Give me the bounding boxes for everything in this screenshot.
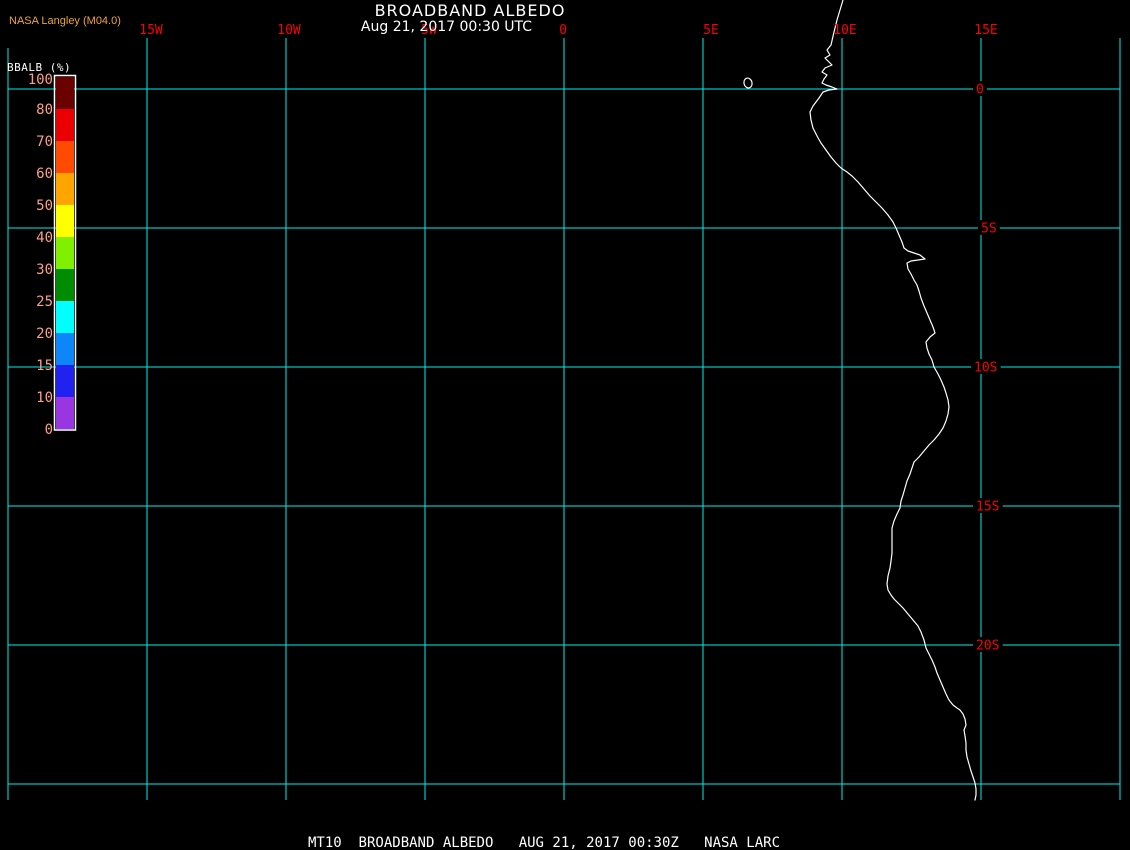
longitude-label: 10E bbox=[833, 23, 856, 38]
colorbar-block-60-70 bbox=[56, 141, 74, 173]
latitude-label-backdrop bbox=[978, 220, 1000, 235]
latitude-label: 10S bbox=[974, 361, 997, 376]
subtitle-datetime: Aug 21, 2017 00:30 UTC bbox=[360, 19, 533, 35]
colorbar-tick-label: 20 bbox=[36, 326, 53, 342]
colorbar-title: BBALB (%) bbox=[7, 61, 72, 74]
colorbar-block-20-25 bbox=[56, 301, 74, 333]
colorbar-block-40-50 bbox=[56, 205, 74, 237]
colorbar-block-70-80 bbox=[56, 109, 74, 141]
latitude-label: 20S bbox=[976, 639, 999, 654]
longitude-label: 0 bbox=[559, 23, 567, 38]
colorbar-tick-label: 40 bbox=[36, 230, 53, 246]
page-title: BROADBAND ALBEDO bbox=[374, 1, 566, 20]
colorbar-tick-label: 100 bbox=[28, 72, 53, 88]
longitude-label: 15W bbox=[139, 23, 163, 38]
latitude-label: 5S bbox=[981, 222, 997, 237]
longitude-label: 5W bbox=[421, 23, 437, 38]
island-outline bbox=[743, 77, 753, 89]
colorbar-block-15-20 bbox=[56, 333, 74, 365]
colorbar-tick-label: 50 bbox=[36, 198, 53, 214]
colorbar-block-10-15 bbox=[56, 365, 74, 397]
colorbar-block-0-10 bbox=[56, 397, 74, 429]
colorbar-tick-label: 15 bbox=[36, 358, 53, 374]
footer-caption: MT10 BROADBAND ALBEDO AUG 21, 2017 00:30… bbox=[307, 835, 780, 850]
latitude-label-backdrop bbox=[973, 637, 1003, 652]
colorbar-tick-label: 80 bbox=[36, 102, 53, 118]
longitude-label: 5E bbox=[703, 23, 719, 38]
latitude-label: 15S bbox=[976, 500, 999, 515]
colorbar-block-50-60 bbox=[56, 173, 74, 205]
latitude-label-backdrop bbox=[973, 81, 987, 96]
colorbar-tick-label: 70 bbox=[36, 134, 53, 150]
latitude-label-backdrop bbox=[973, 498, 1003, 513]
colorbar-tick-label: 0 bbox=[45, 422, 53, 438]
colorbar-tick-label: 10 bbox=[36, 390, 53, 406]
colorbar-frame bbox=[53, 74, 77, 431]
credit-text: NASA Langley (M04.0) bbox=[9, 15, 121, 27]
colorbar-block-80-100 bbox=[56, 77, 74, 109]
colorbar-block-30-40 bbox=[56, 237, 74, 269]
latitude-label: 0 bbox=[976, 83, 984, 98]
colorbar-block-25-30 bbox=[56, 269, 74, 301]
colorbar-tick-label: 30 bbox=[36, 262, 53, 278]
longitude-label: 15E bbox=[974, 23, 997, 38]
colorbar-tick-label: 25 bbox=[36, 294, 53, 310]
coastline-africa-west bbox=[809, 0, 977, 801]
colorbar-tick-label: 60 bbox=[36, 166, 53, 182]
longitude-label: 10W bbox=[277, 23, 301, 38]
latitude-label-backdrop bbox=[971, 359, 1001, 374]
